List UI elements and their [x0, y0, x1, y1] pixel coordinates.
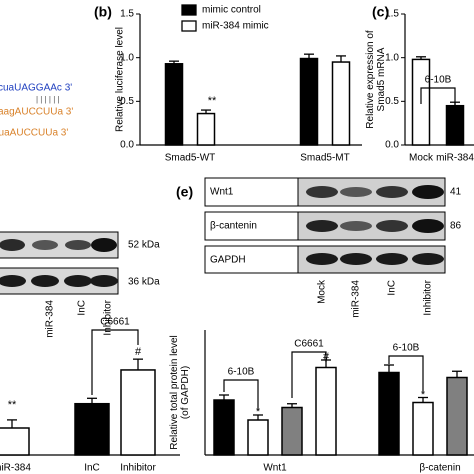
significance-mark: #: [135, 346, 142, 358]
sequence: cuaUAGGAAc 3': [0, 83, 72, 94]
western-blot-left: [0, 231, 119, 295]
y-tick-label: 0.0: [120, 140, 134, 151]
bracket-label: 6-10B: [228, 367, 255, 378]
bar: [213, 399, 235, 456]
significance-mark: *: [256, 406, 261, 418]
comparison-bracket: [291, 351, 327, 398]
bracket-label: C6661: [294, 339, 324, 350]
bar: [120, 369, 156, 456]
lane-label: Inhibitor: [103, 299, 114, 335]
comparison-bracket: [91, 329, 139, 395]
blot-row-label: GAPDH: [210, 255, 246, 266]
lane-label: Inhibitor: [423, 279, 434, 315]
x-tick-label: Wnt1: [263, 463, 287, 474]
y-axis-label: Relative total protein level: [169, 335, 180, 450]
y-tick-label: 0.5: [120, 96, 134, 107]
y-axis-label: Smad5 mRNA: [376, 47, 387, 111]
sequence: acuaAUCCUUa 3': [0, 128, 68, 139]
blot-row-label: β-cantenin: [210, 221, 257, 232]
size-label: 52 kDa: [128, 240, 160, 251]
bar: [247, 419, 269, 456]
bar: [281, 406, 303, 456]
bar: [331, 61, 351, 146]
lane-label: miR-384: [45, 300, 56, 338]
y-tick-label: 0.5: [385, 96, 399, 107]
legend-label: mimic control: [202, 5, 261, 16]
x-tick-label: Inhibitor: [120, 463, 156, 474]
blot-row-label: Wnt1: [210, 187, 234, 198]
y-tick-label: 1.5: [120, 9, 134, 20]
lane-label: InC: [387, 280, 398, 296]
sequence-pairing: | | | | | |: [36, 95, 60, 104]
legend-label: miR-384 mimic: [202, 21, 269, 32]
bar: [196, 112, 216, 146]
y-axis-label: (of GAPDH): [180, 366, 191, 419]
y-tick-label: 1.0: [120, 52, 134, 63]
western-blot-e: [204, 177, 446, 274]
bar: [412, 401, 434, 456]
size-label: 41: [450, 187, 462, 198]
x-tick-label: InC: [84, 463, 100, 474]
bracket-label: 6-10B: [425, 75, 452, 86]
lane-label: Mock: [317, 279, 328, 304]
x-tick-label: β-catenin: [419, 463, 460, 474]
comparison-bracket: [388, 355, 424, 392]
legend-swatch: [181, 20, 197, 32]
lane-label: miR-384: [351, 280, 362, 318]
x-tick-label: Smad5-MT: [300, 153, 349, 164]
panel-label: (c): [372, 4, 389, 20]
bracket-label: 6-10B: [393, 343, 420, 354]
x-tick-label: Mock: [409, 153, 434, 164]
significance-mark: *: [453, 116, 458, 128]
x-tick-label: Smad5-WT: [165, 153, 216, 164]
significance-mark: *: [421, 389, 426, 401]
size-label: 36 kDa: [128, 277, 160, 288]
bar: [0, 427, 30, 456]
bar: [299, 57, 319, 146]
bracket-label: C6661: [100, 317, 130, 328]
bar: [164, 63, 184, 146]
size-label: 86: [450, 221, 462, 232]
bar: [446, 376, 468, 456]
y-axis-label: Relative expression of: [365, 30, 376, 129]
sequence: aagAUCCUUa 3': [0, 107, 73, 118]
significance-mark: **: [208, 95, 217, 107]
legend-swatch: [181, 4, 197, 16]
x-tick-label: miR-384: [436, 153, 474, 164]
y-axis-label: Relative luciferase level: [115, 27, 126, 132]
comparison-bracket: [223, 379, 259, 410]
comparison-bracket: [420, 87, 456, 118]
bar: [378, 371, 400, 456]
panel-label: (e): [176, 184, 193, 200]
bar: [315, 366, 337, 456]
y-tick-label: 1.5: [385, 9, 399, 20]
panel-label: (b): [94, 4, 112, 20]
y-tick-label: 1.0: [385, 52, 399, 63]
x-tick-label: miR-384: [0, 463, 31, 474]
y-tick-label: 0.0: [385, 140, 399, 151]
lane-label: InC: [77, 300, 88, 316]
bar: [74, 402, 110, 456]
significance-mark: **: [8, 399, 17, 411]
